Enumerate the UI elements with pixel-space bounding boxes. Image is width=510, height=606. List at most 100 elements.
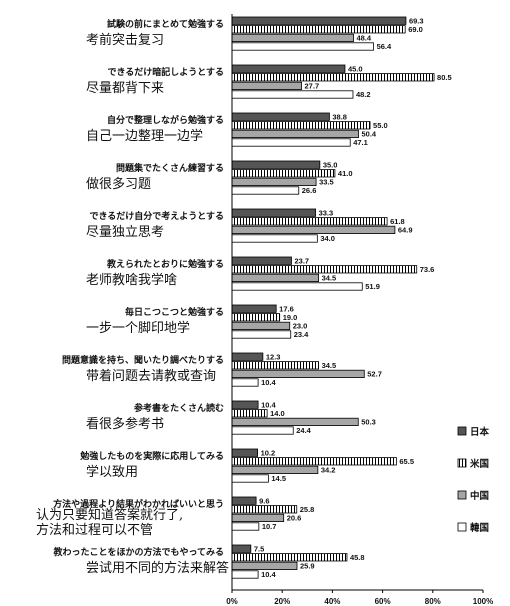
bar — [231, 505, 298, 514]
legend-label: 中国 — [470, 490, 489, 502]
bar — [231, 25, 406, 34]
data-label: 35.0 — [323, 160, 338, 169]
x-tick-label: 0% — [226, 597, 238, 606]
data-label: 45.8 — [350, 553, 365, 562]
bar — [231, 73, 435, 82]
bar — [231, 33, 354, 43]
bar — [231, 400, 259, 409]
data-label: 10.4 — [261, 400, 276, 409]
data-label: 24.4 — [296, 426, 311, 435]
data-label: 10.4 — [261, 378, 276, 387]
data-label: 48.2 — [356, 90, 371, 99]
data-label: 38.8 — [332, 112, 347, 121]
bar — [231, 313, 281, 322]
legend-swatch — [457, 490, 467, 500]
data-label: 26.6 — [302, 186, 317, 195]
category-label-zh: 学以致用 — [86, 464, 138, 480]
bar — [231, 570, 259, 579]
category-label-zh: 考前突击复习 — [86, 32, 164, 48]
bar — [231, 90, 354, 99]
legend-label: 日本 — [470, 426, 490, 438]
bar — [231, 169, 336, 178]
data-label: 34.0 — [320, 234, 335, 243]
category-label-ja: 教わったことをほかの方法でもやってみる — [52, 546, 224, 558]
bar — [231, 361, 319, 370]
bar — [231, 208, 316, 217]
category-label-zh: 做很多习题 — [86, 176, 151, 192]
legend-swatch — [457, 426, 467, 436]
bar — [231, 330, 292, 339]
data-label: 34.5 — [322, 274, 337, 283]
bar — [231, 265, 418, 274]
bar — [231, 42, 374, 51]
data-label: 20.6 — [287, 514, 302, 523]
data-label: 12.3 — [266, 352, 281, 361]
category-label-ja: できるだけ暗記しようとする — [107, 66, 224, 78]
bar — [231, 112, 330, 121]
data-label: 69.3 — [409, 16, 424, 25]
legend-label: 韓国 — [470, 522, 489, 534]
data-label: 33.5 — [319, 178, 334, 187]
category-label-ja: 教えられたとおりに勉強する — [106, 258, 224, 270]
bar — [231, 121, 371, 130]
data-label: 55.0 — [373, 121, 388, 130]
bar — [231, 138, 351, 147]
bar — [231, 304, 277, 313]
bar — [231, 186, 300, 195]
bar — [231, 417, 359, 427]
category-label-ja: 参考書をたくさん読む — [134, 402, 224, 414]
bar — [231, 160, 321, 169]
data-label: 23.4 — [294, 330, 309, 339]
bar — [231, 553, 348, 562]
data-label: 10.2 — [261, 448, 276, 457]
data-label: 33.3 — [319, 208, 334, 217]
data-label: 69.0 — [408, 25, 423, 34]
data-label: 65.5 — [399, 457, 414, 466]
legend-swatch — [457, 458, 467, 468]
data-label: 47.1 — [353, 138, 368, 147]
category-label-ja: できるだけ自分で考えようとする — [89, 210, 224, 222]
category-label-ja: 毎日こつこつと勉強する — [125, 306, 224, 318]
category-label-ja: 勉強したものを実際に応用してみる — [79, 450, 224, 462]
category-label-zh: 一步一个脚印地学 — [86, 320, 190, 336]
category-group: 方法や過程より結果がわかればいいと思う认为只要知道答案就行了,方法和过程可以不管… — [36, 496, 314, 538]
category-label-zh: 看很多参考书 — [86, 416, 164, 432]
data-label: 10.4 — [261, 570, 276, 579]
data-label: 25.9 — [300, 562, 315, 571]
bar — [231, 409, 268, 418]
bar — [231, 561, 298, 571]
data-label: 14.5 — [271, 474, 286, 483]
bar — [231, 16, 407, 25]
data-label: 73.6 — [420, 265, 435, 274]
x-tick-label: 60% — [375, 597, 391, 606]
bar — [231, 217, 388, 226]
category-label-ja: 方法や過程より結果がわかればいいと思う — [53, 498, 224, 510]
data-label: 10.7 — [262, 522, 277, 531]
bar — [231, 426, 294, 435]
x-tick-label: 20% — [274, 597, 290, 606]
data-label: 23.0 — [293, 322, 308, 331]
data-label: 34.5 — [322, 361, 337, 370]
data-label: 34.2 — [321, 466, 336, 475]
data-label: 80.5 — [437, 73, 452, 82]
bar — [231, 177, 317, 186]
bar — [231, 256, 292, 265]
data-label: 41.0 — [338, 169, 353, 178]
data-label: 23.7 — [294, 256, 309, 265]
x-tick-label: 40% — [324, 597, 340, 606]
category-label-ja: 試験の前にまとめて勉強する — [107, 18, 224, 30]
category-label-zh: 带着问题去请教或查询 — [86, 368, 216, 384]
bar — [231, 64, 346, 73]
bar — [231, 282, 363, 291]
bar — [231, 273, 319, 283]
